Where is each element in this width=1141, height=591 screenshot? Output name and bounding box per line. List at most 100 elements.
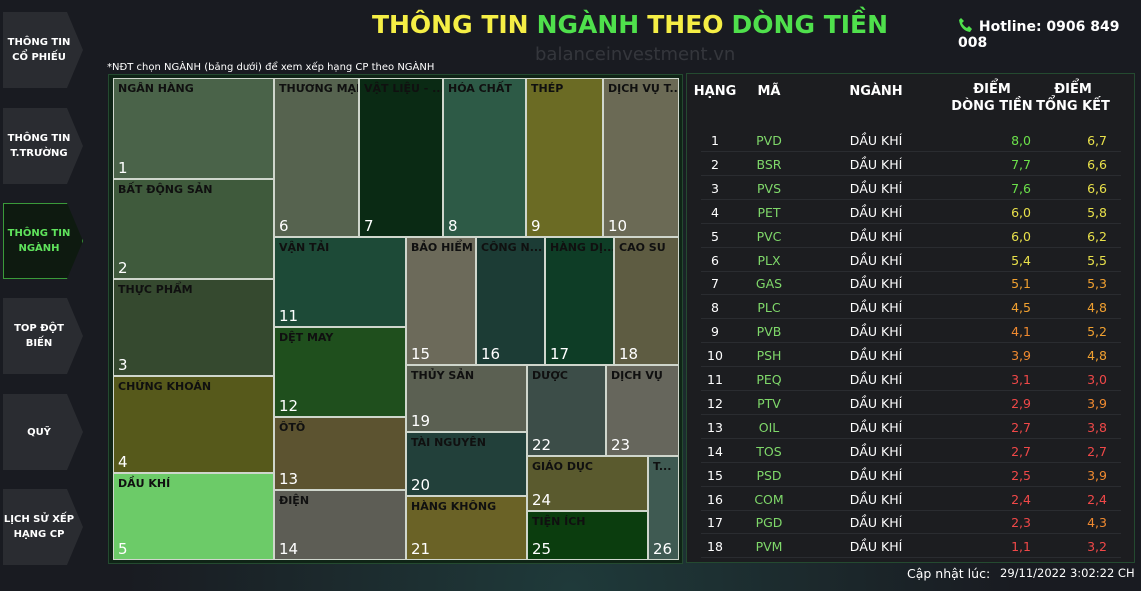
treemap-tile[interactable]: VẬN TẢI 11 (274, 237, 406, 327)
table-cell: DẦU KHÍ (849, 204, 903, 220)
table-cell: DẦU KHÍ (849, 515, 903, 531)
treemap-tile[interactable]: CHỨNG KHOÁN 4 (113, 376, 274, 473)
table-cell: 6,0 (1011, 228, 1031, 244)
table-cell: 6 (711, 252, 719, 268)
treemap-tile[interactable]: DƯỢC 22 (527, 365, 606, 456)
treemap-tile[interactable]: VẬT LIỆU - ... 7 (359, 78, 443, 237)
table-cell: 2,7 (1011, 443, 1031, 459)
nav-button[interactable]: LỊCH SỬ XẾP HẠNG CP (3, 489, 83, 565)
table-row[interactable] (701, 417, 1121, 439)
treemap-tile[interactable]: T... 26 (648, 456, 679, 560)
table-cell: 5,1 (1011, 276, 1031, 292)
table-row[interactable] (701, 393, 1121, 415)
tile-rank: 11 (279, 307, 299, 325)
tile-rank: 24 (532, 491, 552, 509)
treemap-tile[interactable]: THỦY SẢN 19 (406, 365, 527, 432)
table-cell: PVS (756, 180, 782, 196)
nav-text: LỊCH SỬ XẾP (3, 514, 75, 525)
nav-button[interactable]: THÔNG TIN NGÀNH (3, 203, 83, 279)
watermark: balanceinvestment.vn (535, 44, 736, 65)
treemap-tile[interactable]: THỰC PHẨM 3 (113, 279, 274, 376)
treemap-tile[interactable]: CÔNG N... 16 (476, 237, 545, 365)
table-cell: 5,8 (1087, 204, 1107, 220)
tile-rank: 18 (619, 345, 639, 363)
treemap-tile[interactable]: TÀI NGUYÊN 20 (406, 432, 527, 496)
treemap-tile[interactable]: DỆT MAY 12 (274, 327, 406, 417)
nav-button[interactable]: THÔNG TIN CỔ PHIẾU (3, 12, 83, 88)
tile-rank: 2 (118, 259, 128, 277)
treemap-tile[interactable]: GIÁO DỤC 24 (527, 456, 648, 511)
table-row[interactable] (701, 273, 1121, 296)
table-cell: 3 (711, 180, 719, 196)
nav-text: NGÀNH (18, 243, 60, 254)
tile-rank: 14 (279, 540, 299, 558)
nav-button[interactable]: TOP ĐỘT BIẾN (3, 298, 83, 374)
table-row[interactable] (701, 536, 1121, 559)
table-cell: PSD (756, 467, 782, 483)
treemap-tile[interactable]: TIỆN ÍCH 25 (527, 511, 648, 560)
treemap-tile[interactable]: HÀNG DỊ... 17 (545, 237, 614, 365)
treemap-tile[interactable]: ĐIỆN 14 (274, 490, 406, 560)
table-row[interactable] (701, 441, 1121, 463)
treemap-tile[interactable]: HÓA CHẤT 8 (443, 78, 526, 237)
table-cell: 6,6 (1087, 180, 1107, 196)
table-row[interactable] (701, 489, 1121, 511)
tile-label: HÀNG KHÔNG (411, 500, 497, 513)
table-row[interactable] (701, 226, 1121, 248)
header-text: MÃ (757, 84, 781, 99)
table-row[interactable] (701, 345, 1121, 368)
treemap-tile[interactable]: BẤT ĐỘNG SẢN 2 (113, 179, 274, 279)
treemap-tile[interactable]: THÉP 9 (526, 78, 603, 237)
table-cell: 3,9 (1087, 467, 1107, 483)
treemap-tile[interactable]: DỊCH VỤ 23 (606, 365, 679, 456)
table-row[interactable] (701, 154, 1121, 176)
tile-rank: 16 (481, 345, 501, 363)
treemap-tile[interactable]: DẦU KHÍ 5 (113, 473, 274, 560)
tile-label: THÉP (531, 82, 564, 95)
table-cell: PLX (757, 252, 781, 268)
table-cell: 4,8 (1087, 300, 1107, 316)
treemap-tile[interactable]: THƯƠNG MẠI 6 (274, 78, 359, 237)
table-row[interactable] (701, 297, 1121, 320)
treemap-tile[interactable]: HÀNG KHÔNG 21 (406, 496, 527, 560)
table-header: HẠNG (689, 83, 741, 100)
tile-rank: 6 (279, 217, 289, 235)
nav-button[interactable]: QUỸ (3, 394, 83, 470)
table-cell: 4,1 (1011, 324, 1031, 340)
table-row[interactable] (701, 321, 1121, 344)
tile-rank: 10 (608, 217, 628, 235)
table-row[interactable] (701, 130, 1121, 152)
table-row[interactable] (701, 369, 1121, 391)
treemap-tile[interactable]: BẢO HIỂM 15 (406, 237, 476, 365)
tile-label: VẬT LIỆU - ... (364, 82, 443, 95)
table-row[interactable] (701, 202, 1121, 224)
title-part: THEO (647, 10, 724, 39)
treemap-tile[interactable]: CAO SU 18 (614, 237, 679, 365)
tile-label: DỆT MAY (279, 331, 334, 344)
table-header: MÃ (747, 83, 791, 100)
table-cell: PEQ (756, 372, 782, 387)
table-cell: 8,0 (1011, 133, 1031, 148)
table-cell: 12 (707, 395, 723, 411)
treemap-tile[interactable]: ÔTÔ 13 (274, 417, 406, 490)
treemap-tile[interactable]: DỊCH VỤ T... 10 (603, 78, 679, 237)
tile-rank: 9 (531, 217, 541, 235)
table-cell: 3,2 (1087, 539, 1107, 555)
tile-rank: 12 (279, 397, 299, 415)
table-row[interactable] (701, 178, 1121, 200)
header-text: ĐIỂM (1054, 82, 1092, 97)
table-cell: 2,7 (1011, 419, 1031, 435)
nav-button[interactable]: THÔNG TIN T.TRƯỜNG (3, 108, 83, 184)
table-cell: PGD (755, 515, 783, 531)
table-cell: PTV (757, 395, 781, 411)
header-text: TỔNG KẾT (1036, 99, 1110, 114)
header-text: DÒNG TIỀN (951, 99, 1033, 114)
title-part: DÒNG TIỀN (731, 10, 889, 39)
table-row[interactable] (701, 512, 1121, 535)
tile-rank: 8 (448, 217, 458, 235)
table-row[interactable] (701, 465, 1121, 487)
table-cell: DẦU KHÍ (849, 324, 903, 340)
treemap-tile[interactable]: NGÂN HÀNG 1 (113, 78, 274, 179)
table-row[interactable] (701, 250, 1121, 272)
hotline[interactable]: Hotline: 0906 849 008 (958, 17, 1141, 51)
